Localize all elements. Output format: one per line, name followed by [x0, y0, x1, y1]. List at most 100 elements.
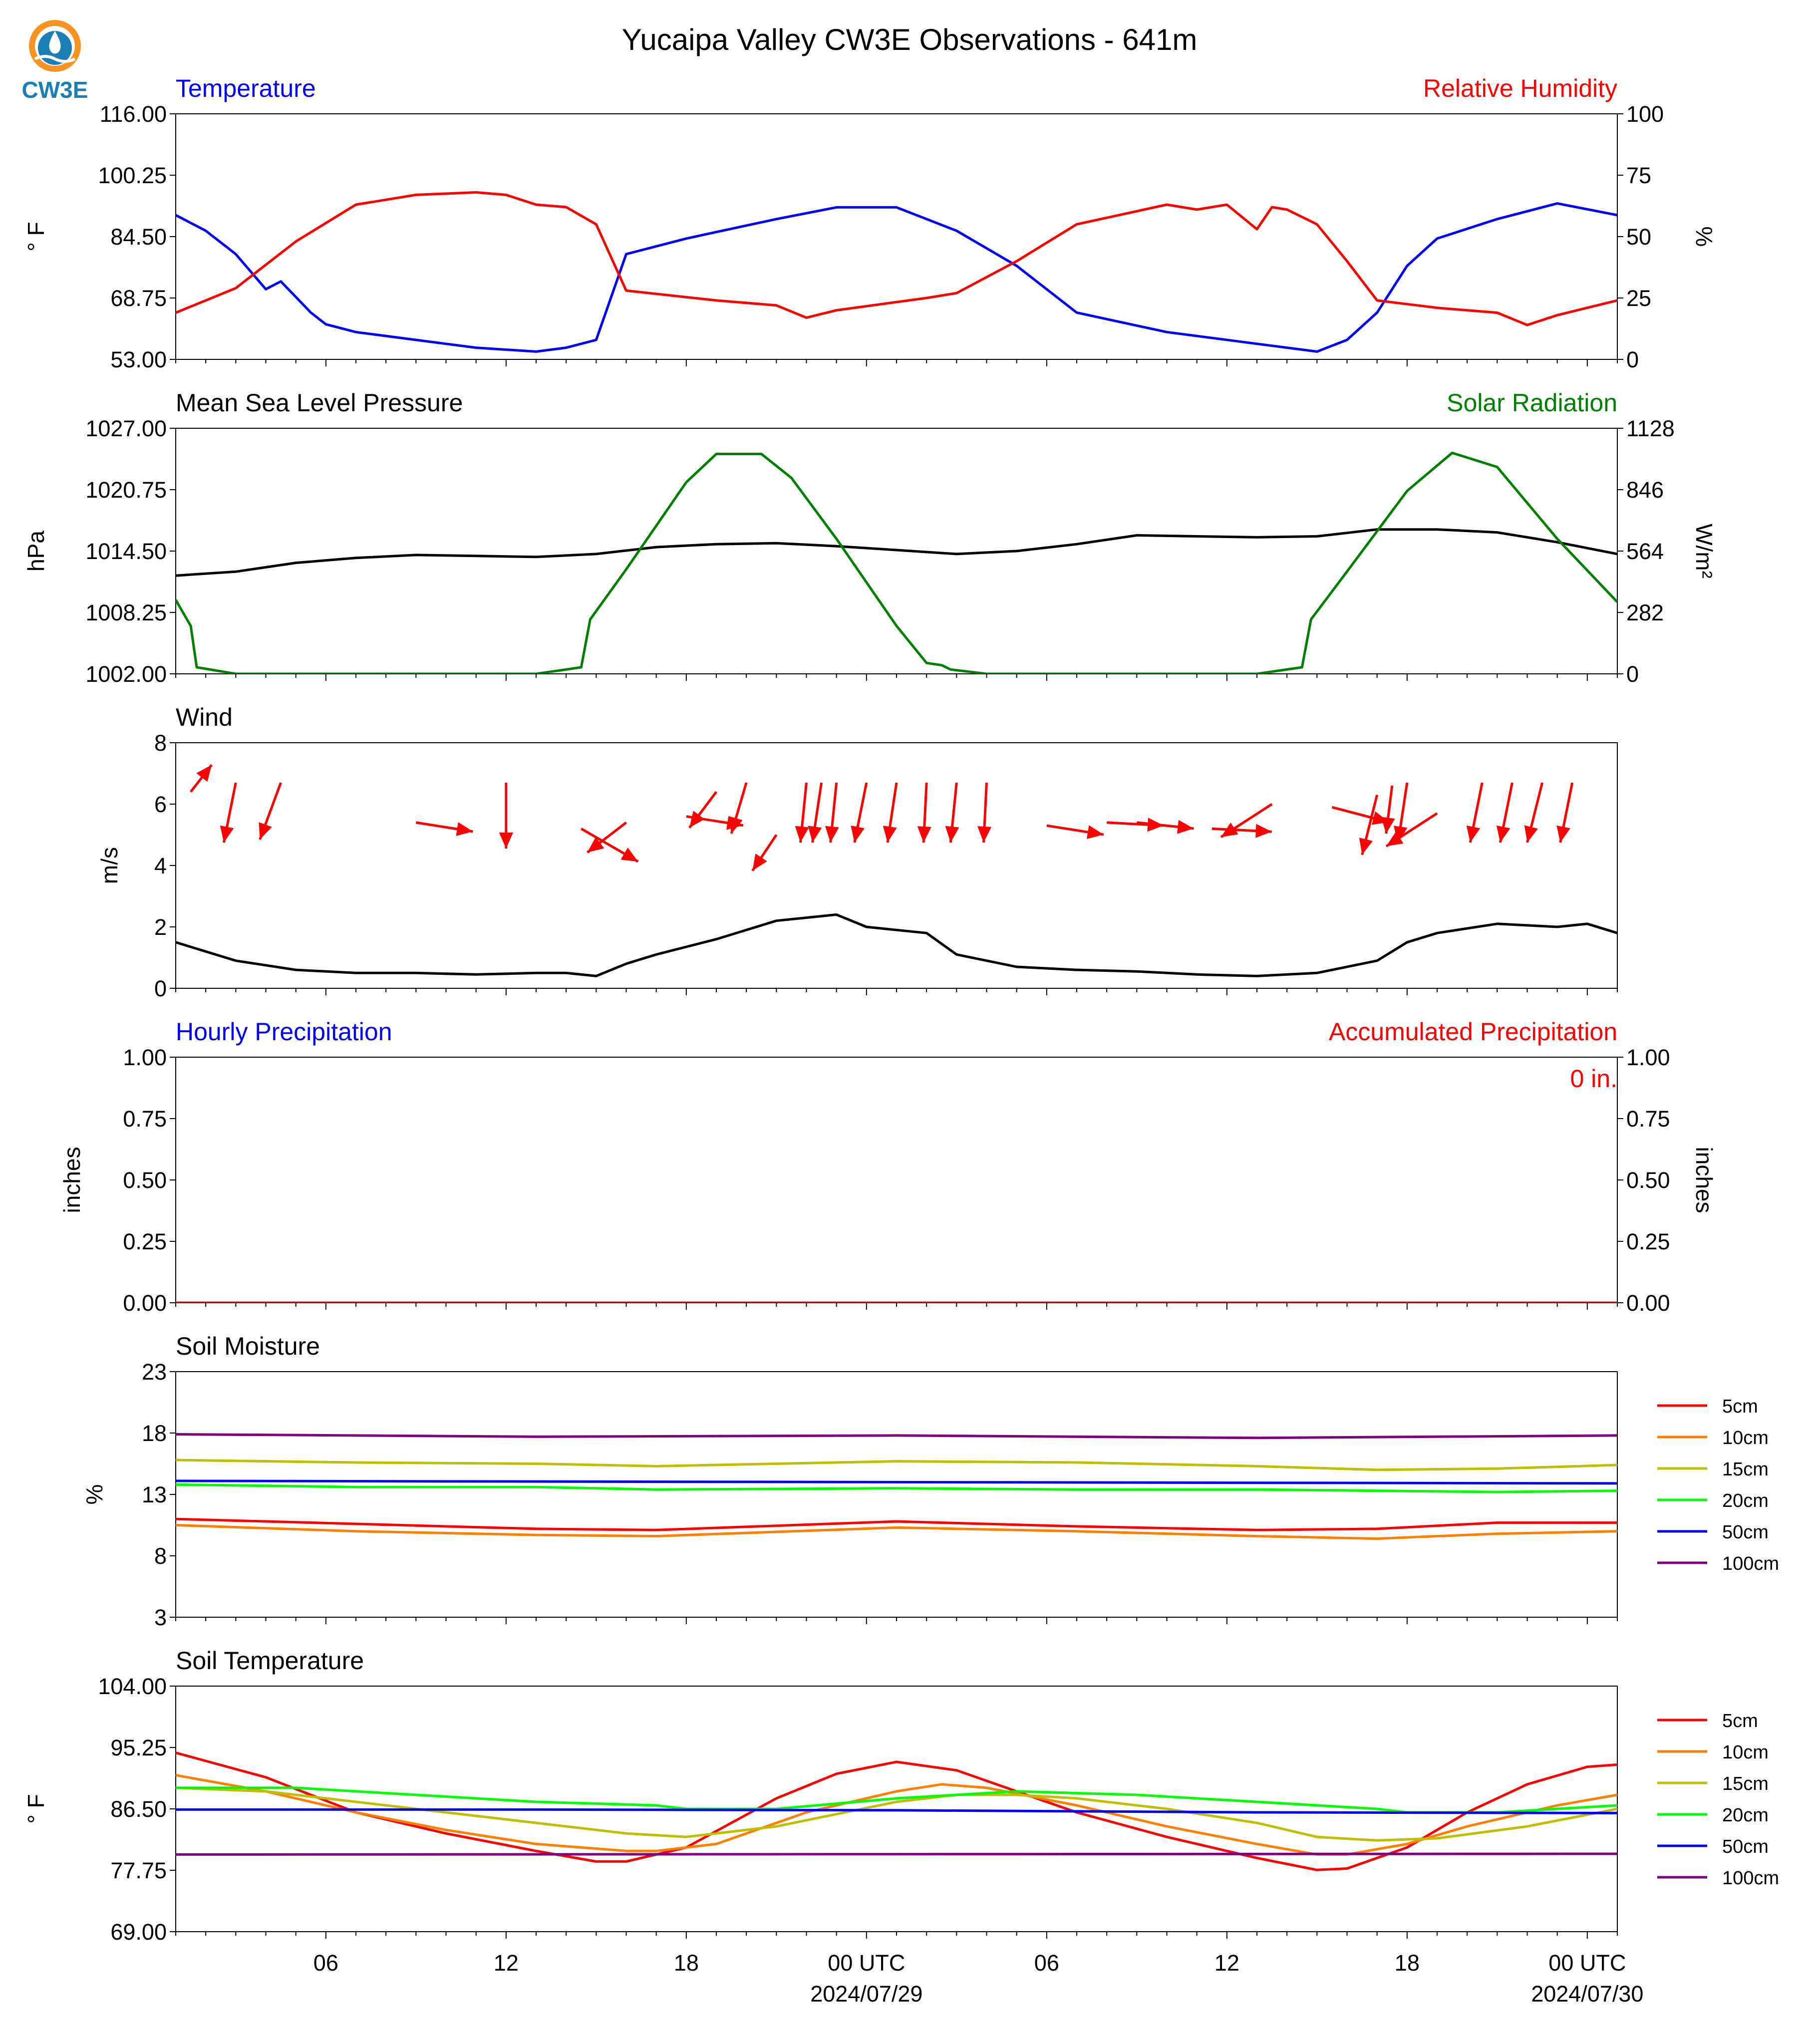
series-group [176, 191, 1617, 353]
y-tick-label-left: 100.25 [98, 163, 167, 188]
y-tick-label-left: 0.00 [123, 1290, 167, 1316]
series-line-temperature [176, 202, 1617, 353]
y-tick-label-left: 53.00 [110, 347, 167, 372]
y-tick-label-left: 1020.75 [85, 477, 167, 503]
series-line-20cm [176, 1483, 1617, 1493]
x-axis-labels: 06 12 18 00 UTC 06 12 18 00 UTC 2024/07/29 2024/0… [313, 1950, 1644, 2007]
y-tick-label-left: 3 [154, 1605, 167, 1630]
series-line-15cm [176, 1458, 1617, 1471]
y-tick-label-left: 86.50 [110, 1796, 167, 1822]
y-tick-label-left: 1014.50 [85, 539, 167, 564]
y-tick-label-left: 23 [142, 1359, 167, 1385]
y-tick-label-left: 1.00 [123, 1045, 167, 1070]
wind-arrow-head [620, 848, 638, 862]
x-tick-label: 18 [1395, 1950, 1420, 1976]
y-tick-label-right: 0 [1626, 661, 1639, 687]
series-line-10cm [176, 1774, 1617, 1856]
wind-arrow-head [689, 811, 705, 828]
panel-temp_rh: 53.00 68.75 84.50 100.25 116.00 0 25 50 75 100 ° F… [23, 74, 1717, 372]
y-tick-label-left: 8 [154, 730, 167, 756]
x-tick-label: 12 [494, 1950, 519, 1976]
series-line-50cm [176, 1479, 1617, 1485]
wind-arrow-head [1087, 825, 1104, 839]
series-line-15cm [176, 1786, 1617, 1842]
legend-label: 100cm [1722, 1868, 1779, 1889]
y-tick-label-right: 564 [1626, 539, 1664, 564]
series-group [176, 1751, 1617, 1871]
series-line-5cm [176, 1751, 1617, 1871]
panel-title-left: Soil Moisture [176, 1332, 320, 1360]
panel-title-left: Soil Temperature [176, 1647, 364, 1675]
y-tick-label-left: 84.50 [110, 224, 167, 250]
panel-pressure_solar: 1002.00 1008.25 1014.50 1020.75 1027.00 0 282 5… [23, 389, 1717, 687]
legend-label: 5cm [1722, 1711, 1758, 1732]
precip-total-annotation: 0 in. [1570, 1065, 1617, 1093]
wind-arrow-head [851, 825, 865, 843]
y-tick-label-right: 846 [1626, 477, 1664, 503]
wind-arrow-head [825, 826, 839, 843]
y-tick-label-left: 4 [154, 853, 167, 878]
y-tick-label-left: 1008.25 [85, 600, 167, 625]
legend-label: 5cm [1722, 1396, 1758, 1417]
wind-arrow-head [456, 822, 473, 836]
wind-arrow-head [587, 837, 605, 853]
y-tick-label-left: 2 [154, 914, 167, 940]
y-tick-label-right: 0.50 [1626, 1167, 1670, 1193]
y-axis-label-left: m/s [96, 847, 122, 884]
y-tick-label-left: 0.75 [123, 1106, 167, 1132]
panel-title-right: Accumulated Precipitation [1329, 1018, 1617, 1046]
y-tick-label-left: 1002.00 [85, 661, 167, 687]
plot-frame [175, 1371, 1618, 1618]
plot-frame [175, 1057, 1618, 1303]
y-tick-label-left: 69.00 [110, 1919, 167, 1945]
y-tick-label-left: 1027.00 [85, 416, 167, 441]
y-axis-label-right: inches [1691, 1147, 1717, 1213]
figure-title: Yucaipa Valley CW3E Observations - 641m [622, 23, 1198, 56]
y-tick-label-right: 1128 [1626, 416, 1675, 441]
legend-label: 15cm [1722, 1773, 1769, 1794]
wind-arrow-head [1466, 825, 1481, 843]
y-tick-label-right: 75 [1626, 163, 1651, 188]
water-drop-icon [49, 31, 61, 54]
x-date-label: 2024/07/29 [810, 1981, 922, 2007]
plot-frame [175, 113, 1618, 360]
legend-label: 20cm [1722, 1490, 1769, 1511]
y-tick-label-left: 6 [154, 792, 167, 817]
series-line-solar-radiation [176, 451, 1617, 674]
legend-soil_moisture: 5cm 10cm 15cm 20cm 50cm 100cm [1657, 1396, 1779, 1574]
wind-arrow-head [1255, 824, 1272, 838]
y-tick-label-left: 0.25 [123, 1229, 167, 1254]
y-axis-label-left: ° F [23, 1794, 49, 1823]
y-tick-label-right: 0.25 [1626, 1229, 1670, 1254]
panels: 53.00 68.75 84.50 100.25 116.00 0 25 50 75 100 ° F… [23, 74, 1717, 1945]
y-axis-label-left: hPa [23, 531, 49, 572]
logo-wave-icon [34, 55, 76, 63]
y-axis-label-right: % [1691, 227, 1717, 247]
cw3e-logo: CW3E [22, 20, 88, 103]
wind-arrow-head [1524, 825, 1538, 843]
y-tick-label-left: 68.75 [110, 286, 167, 311]
wind-arrow-head [1386, 832, 1404, 847]
wind-arrow-head [1381, 817, 1395, 834]
wind-arrow-head [977, 826, 992, 843]
y-tick-label-left: 0 [154, 976, 167, 1001]
x-tick-label: 18 [674, 1950, 699, 1976]
legend-label: 10cm [1722, 1742, 1769, 1763]
wind-arrow-head [1556, 825, 1570, 843]
panel-wind: 0 2 4 6 8 m/s Wind [96, 703, 1618, 1001]
y-tick-label-left: 8 [154, 1543, 167, 1569]
series-line-wind-speed [176, 913, 1617, 977]
panel-title-left: Wind [176, 703, 233, 731]
panel-title-left: Hourly Precipitation [176, 1018, 392, 1046]
legends: 5cm10cm15cm20cm50cm100cm5cm10cm15cm20cm5… [1657, 1396, 1779, 1889]
y-tick-label-right: 0 [1626, 347, 1639, 372]
y-tick-label-left: 95.25 [110, 1735, 167, 1760]
x-tick-label: 12 [1214, 1950, 1239, 1976]
wind-arrow-head [795, 826, 809, 843]
wind-arrow-head [1221, 822, 1238, 837]
panel-title-left: Mean Sea Level Pressure [176, 389, 463, 417]
wind-arrow-head [220, 825, 234, 843]
y-tick-label-right: 25 [1626, 286, 1651, 311]
y-tick-label-right: 1.00 [1626, 1045, 1670, 1070]
